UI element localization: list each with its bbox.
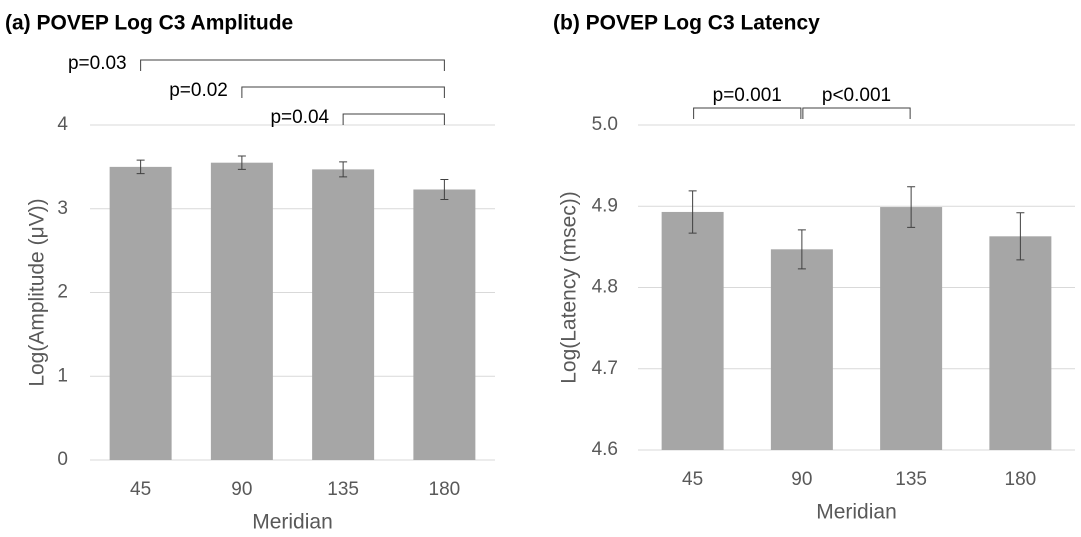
y-axis-title: Log(Latency (msec)) xyxy=(558,191,581,384)
error-bar xyxy=(797,229,806,270)
x-tick-label: 45 xyxy=(682,469,703,490)
annotation: p=0.04 xyxy=(270,107,329,128)
y-tick-label: 1 xyxy=(57,365,68,386)
annotation: p=0.03 xyxy=(68,53,127,74)
x-tick-label: 135 xyxy=(327,479,359,500)
bar xyxy=(109,166,172,460)
bar xyxy=(413,189,476,461)
significance-bracket xyxy=(693,107,802,119)
significance-bracket xyxy=(802,107,911,119)
y-tick-label: 4.7 xyxy=(592,358,618,379)
x-tick-label: 45 xyxy=(130,479,151,500)
error-bar xyxy=(1016,212,1025,261)
significance-bracket xyxy=(342,113,445,125)
y-axis-title: Log(Amplitude (μV)) xyxy=(26,198,49,386)
bar xyxy=(989,236,1052,450)
error-bar xyxy=(440,178,449,201)
y-tick-label: 4 xyxy=(57,114,68,135)
annotation: p<0.001 xyxy=(822,85,891,106)
annotation: p=0.02 xyxy=(169,80,228,101)
x-axis-title: Meridian xyxy=(252,511,333,534)
y-tick-label: 4.9 xyxy=(592,195,618,216)
y-tick-label: 4.6 xyxy=(592,439,618,460)
significance-bracket xyxy=(241,86,445,98)
error-bar xyxy=(688,190,697,234)
x-tick-label: 90 xyxy=(231,479,252,500)
y-tick-label: 2 xyxy=(57,282,68,303)
significance-bracket xyxy=(140,59,445,71)
bar xyxy=(770,249,833,450)
x-tick-label: 180 xyxy=(429,479,461,500)
y-tick-label: 5.0 xyxy=(592,114,618,135)
error-bar xyxy=(339,161,348,178)
y-tick-label: 3 xyxy=(57,198,68,219)
bar xyxy=(880,207,943,450)
x-tick-label: 135 xyxy=(895,469,927,490)
chart-title: (b) POVEP Log C3 Latency xyxy=(553,12,820,35)
y-tick-label: 4.8 xyxy=(592,277,618,298)
error-bar xyxy=(237,155,246,170)
x-tick-label: 180 xyxy=(1005,469,1037,490)
error-bar xyxy=(136,159,145,175)
y-tick-label: 0 xyxy=(57,449,68,470)
chart-title: (a) POVEP Log C3 Amplitude xyxy=(5,12,293,35)
x-tick-label: 90 xyxy=(791,469,812,490)
bar xyxy=(661,211,724,450)
error-bar xyxy=(907,186,916,228)
bar xyxy=(210,162,273,460)
x-axis-title: Meridian xyxy=(816,501,897,524)
annotation: p=0.001 xyxy=(713,85,782,106)
bar xyxy=(312,169,375,460)
